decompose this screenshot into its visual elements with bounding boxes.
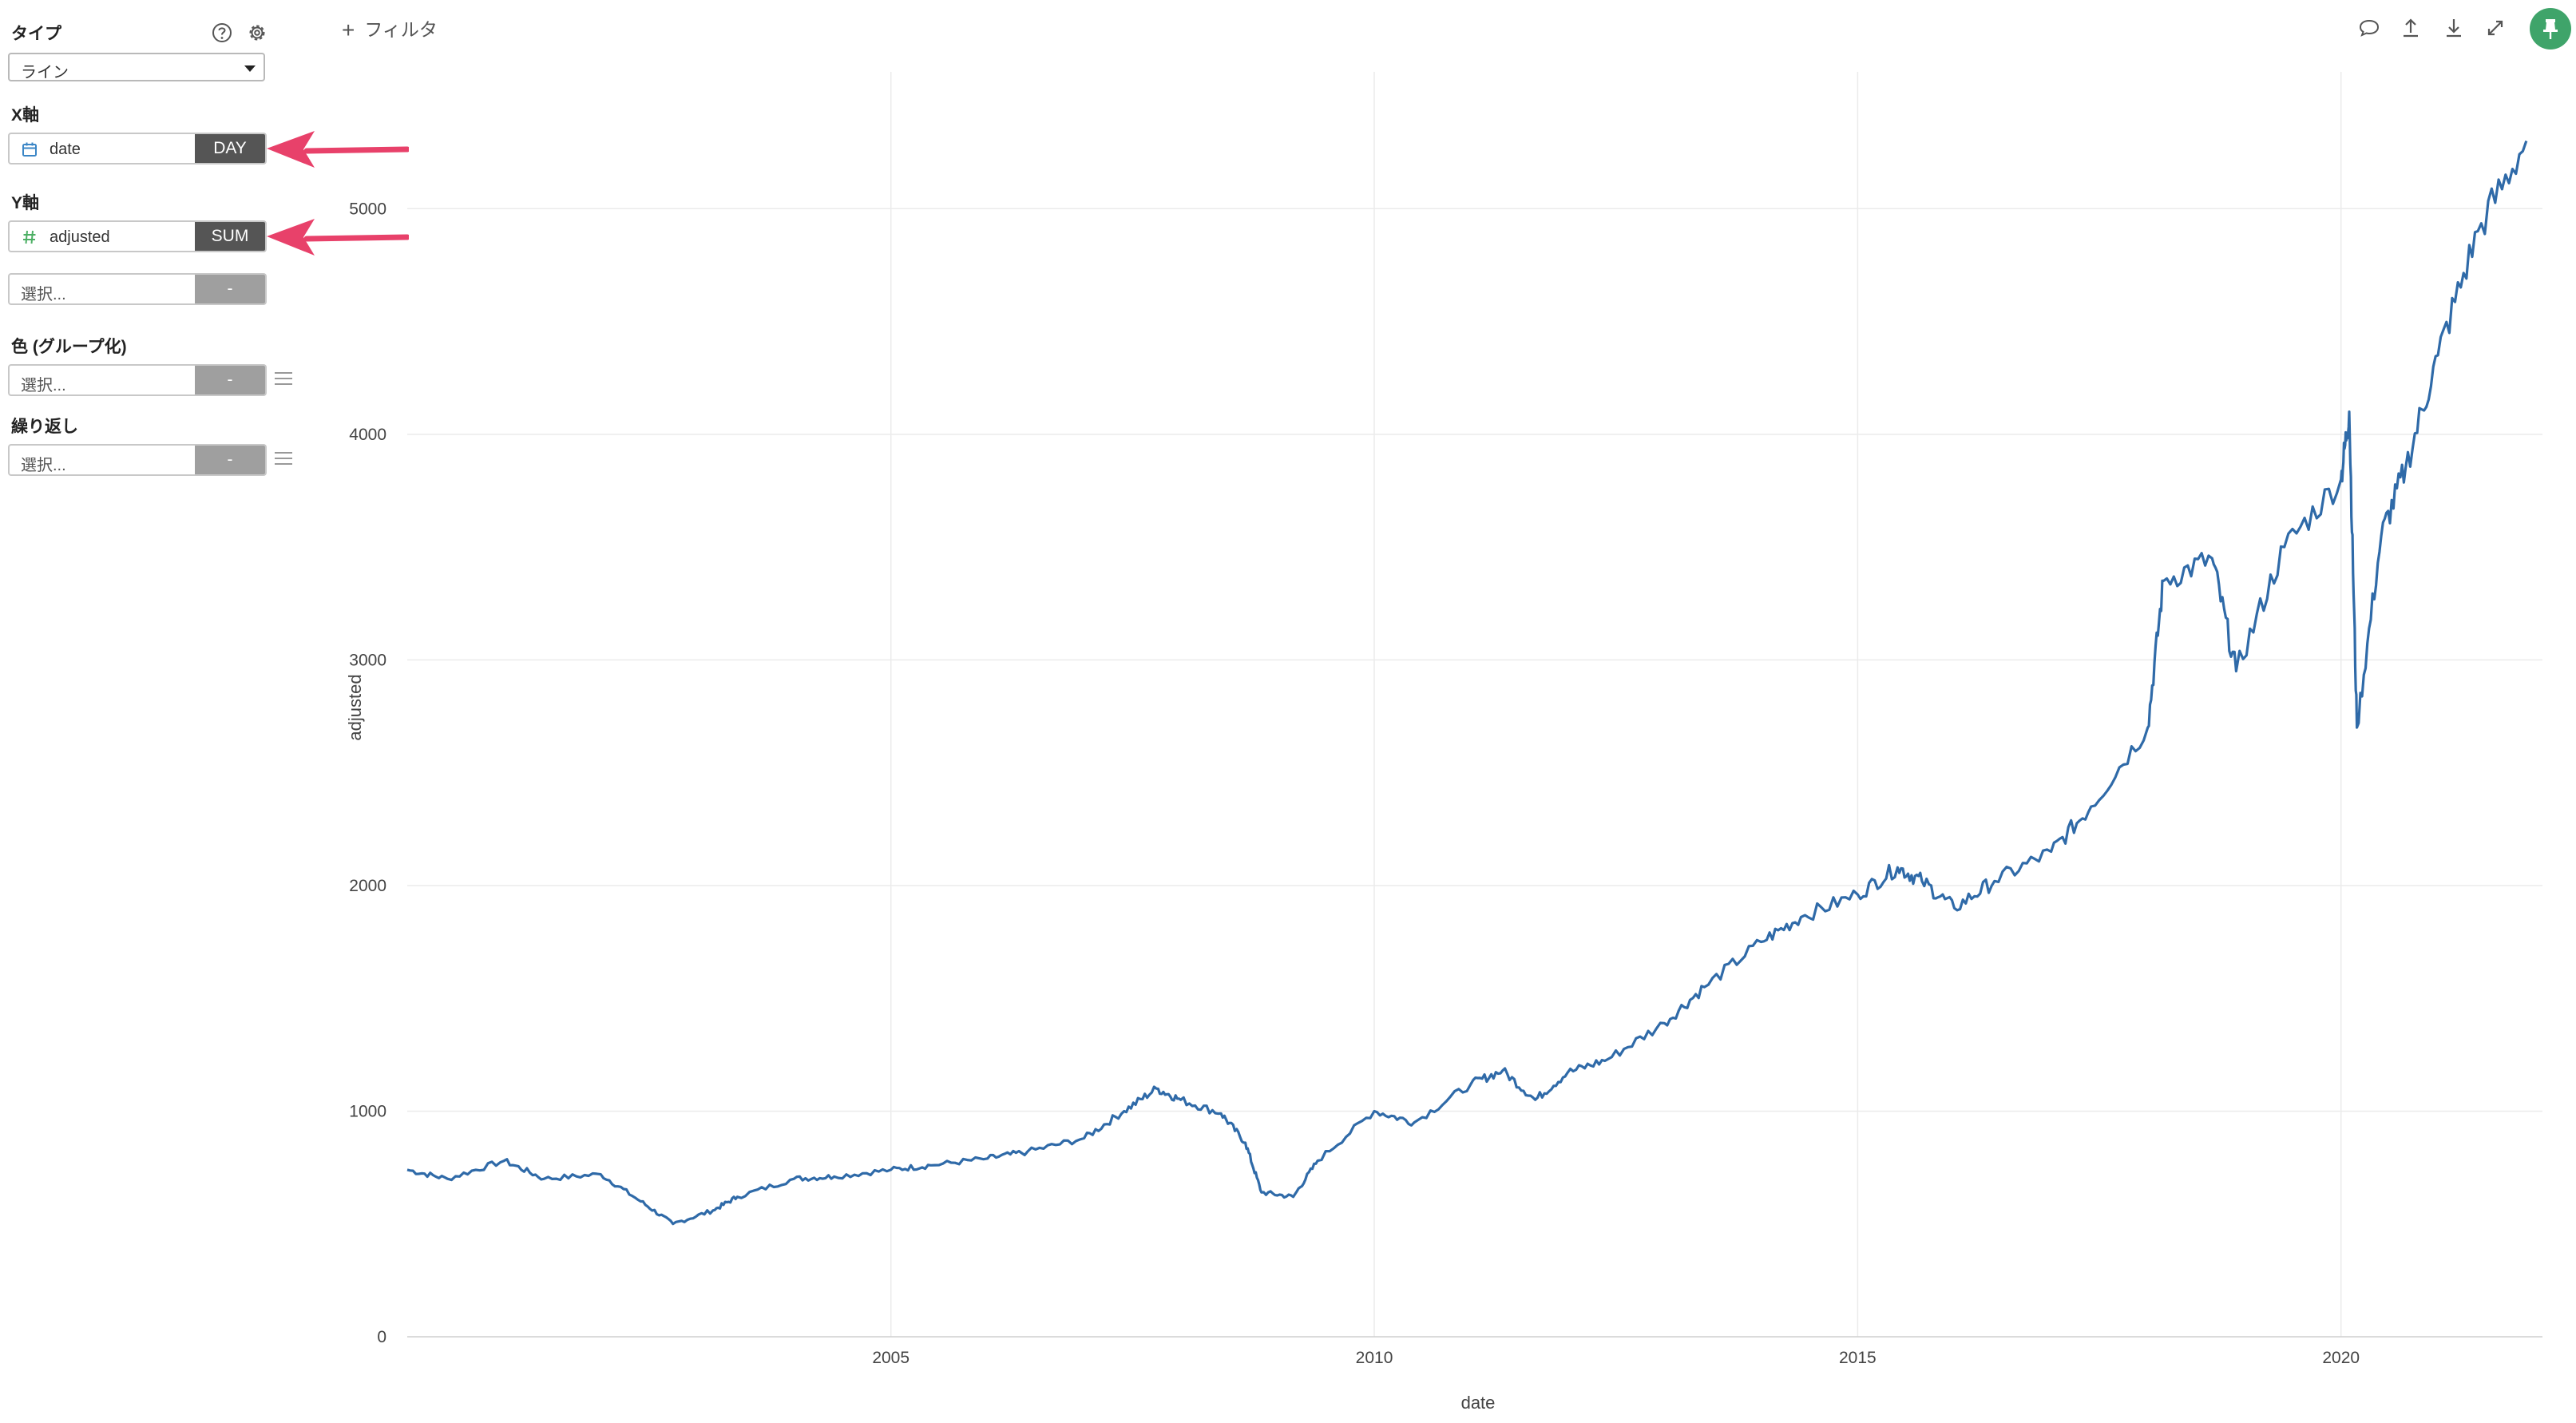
color-placeholder: 選択... (21, 377, 66, 394)
chart-grid (407, 72, 2542, 1337)
plus-icon: + (342, 18, 355, 42)
y-tick-label: 0 (377, 1328, 386, 1346)
chart-type-select[interactable]: ライン (8, 53, 265, 81)
hash-icon (23, 230, 36, 244)
y-tick-label: 4000 (349, 426, 386, 444)
repeat-label: 繰り返し (11, 418, 78, 436)
chart-axes: 0 1000 2000 3000 4000 5000 2005 2010 2015 2020 (349, 200, 2542, 1367)
repeat-aggregation-button[interactable]: - (195, 446, 265, 474)
chart-plot-area[interactable] (406, 140, 2528, 1226)
y-tick-label: 2000 (349, 877, 386, 895)
y-axis-title: adjusted (345, 674, 365, 740)
series-line (406, 140, 2528, 1226)
x-axis-title: date (1461, 1393, 1496, 1413)
comment-icon[interactable] (2356, 14, 2383, 42)
repeat-field[interactable]: 選択... - (8, 444, 267, 476)
y-tick-label: 1000 (349, 1102, 386, 1120)
color-group-label: 色 (グループ化) (11, 338, 127, 356)
pin-button[interactable] (2530, 8, 2571, 50)
x-tick-label: 2015 (1839, 1349, 1877, 1367)
x-axis-field[interactable]: date DAY (8, 133, 267, 164)
color-group-field[interactable]: 選択... - (8, 364, 267, 396)
add-filter-button[interactable]: + フィルタ (342, 14, 438, 43)
y2-axis-field[interactable]: 選択... - (8, 273, 267, 305)
menu-icon[interactable] (275, 452, 292, 466)
color-aggregation-button[interactable]: - (195, 366, 265, 394)
y-tick-label: 5000 (349, 200, 386, 218)
x-aggregation-button[interactable]: DAY (195, 134, 265, 163)
repeat-placeholder: 選択... (21, 457, 66, 474)
chevron-down-icon (244, 65, 256, 72)
help-icon[interactable] (210, 21, 234, 45)
gear-icon[interactable] (245, 21, 269, 45)
menu-icon[interactable] (275, 372, 292, 386)
filter-label: フィルタ (364, 19, 438, 40)
expand-icon[interactable] (2482, 14, 2509, 42)
x-tick-label: 2020 (2322, 1349, 2360, 1367)
chart-type-value: ライン (21, 64, 69, 81)
y-tick-label: 3000 (349, 651, 386, 669)
y-axis-field[interactable]: adjusted SUM (8, 220, 267, 252)
y-aggregation-button[interactable]: SUM (195, 222, 265, 251)
calendar-icon (22, 142, 37, 157)
upload-icon[interactable] (2397, 14, 2424, 42)
y2-placeholder: 選択... (21, 286, 66, 303)
annotation-arrow-icon (267, 219, 409, 256)
x-field-name: date (50, 141, 81, 158)
y-field-name: adjusted (50, 228, 110, 246)
download-icon[interactable] (2440, 14, 2467, 42)
pin-icon (2543, 19, 2558, 39)
x-tick-label: 2010 (1356, 1349, 1393, 1367)
y2-aggregation-button[interactable]: - (195, 275, 265, 303)
chart-settings-panel: タイプ ライン X軸 date DAY Y軸 (0, 0, 409, 1423)
type-label: タイプ (11, 25, 61, 43)
y-axis-label: Y軸 (11, 194, 40, 212)
x-axis-label: X軸 (11, 106, 40, 125)
x-tick-label: 2005 (872, 1349, 910, 1367)
annotation-arrow-icon (267, 131, 409, 168)
